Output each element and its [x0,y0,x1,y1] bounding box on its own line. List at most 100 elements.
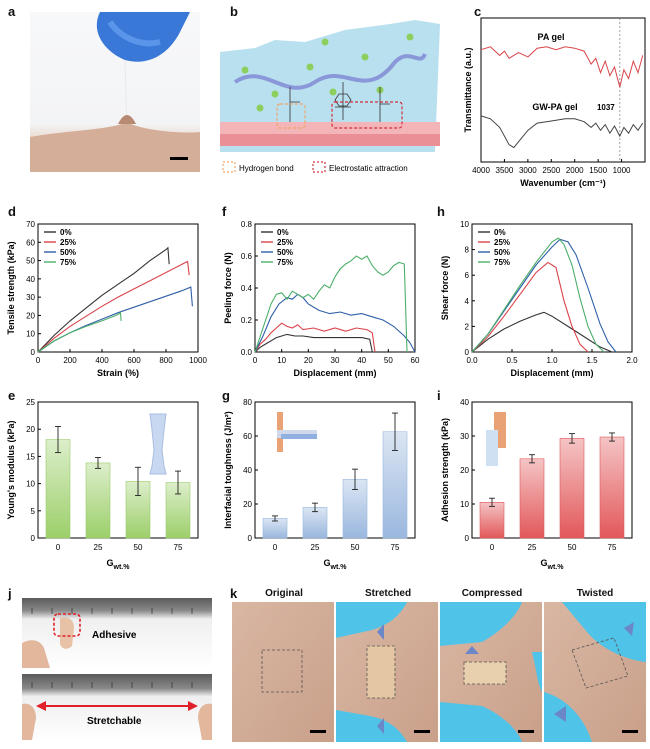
x-axis-label-g: Gwt.% [324,558,348,571]
x-tick-label-f-1: 10 [277,356,286,365]
panel-label-j: j [8,586,12,601]
x-tick-label-h-4: 2.0 [626,356,638,365]
panel-label-k: k [230,586,238,601]
photo-j-top-drawing: Adhesive [22,608,193,668]
x-tick-label-f-5: 50 [384,356,393,365]
series-line-f-3 [254,255,408,353]
x-axis-label-h: Displacement (mm) [510,368,593,378]
x-tick-label-c-2: 3000 [519,166,537,175]
x-tick-label-i-0: 0 [490,543,495,552]
y-tick-label-d-3: 30 [26,293,35,302]
series-line-f-1 [254,322,376,353]
legend-label-d-2: 50% [60,248,76,257]
y-tick-label-f-3: 0.6 [241,252,253,261]
legend-label-f-2: 50% [277,248,293,257]
y-axis-label-g: Interfacial toughness (J/m²) [223,411,233,529]
chart-e-youngs-modulus: 0 25 50 75 0 5 10 15 20 25 Gwt.% Young's modulus (k… [6,398,199,571]
scale-bar-a [170,157,188,160]
y-tick-label-d-0: 0 [31,348,36,357]
photo-k-label-compressed: Compressed [461,588,523,599]
y-tick-label-d-1: 10 [26,330,35,339]
chart-c-ftir: 4000 3500 3000 2500 2000 1500 1000 PA gel GW-PA … [463,17,646,188]
y-tick-label-h-2: 4 [465,297,470,306]
y-tick-label-e-2: 10 [26,480,35,489]
x-tick-label-i-1: 25 [528,543,537,552]
x-tick-label-h-2: 1.0 [546,356,558,365]
legend-electrostatic: Electrostatic attraction [329,164,408,173]
photo-k-label-twisted: Twisted [576,588,614,599]
y-tick-label-e-5: 25 [26,398,35,407]
photo-k-deformation-series: Original Stretched Compressed Twisted [232,588,646,744]
annotation-1037: 1037 [597,103,615,112]
photo-k-drawing [232,602,646,742]
photo-k-label-original: Original [265,588,303,599]
y-axis-label-e: Young's modulus (kPa) [6,421,16,520]
peel-film-icon [281,434,317,439]
scale-bar-k3 [518,730,534,733]
legend-hbond: Hydrogen bond [239,164,294,173]
series-line-f-0 [254,333,373,353]
x-tick-label-i-3: 75 [608,543,617,552]
panel-label-i: i [437,388,441,403]
lap-gel-icon [486,430,498,466]
y-tick-label-h-0: 0 [465,348,470,357]
scale-bar-k2 [414,730,430,733]
panel-label-b: b [230,4,238,19]
series-line-c-1 [480,115,644,149]
series-line-c-0 [480,46,644,88]
bar-i-3 [599,436,625,539]
chart-c-frame [480,17,646,163]
series-line-d-1 [37,260,190,353]
x-axis-label-c: Wavenumber (cm⁻¹) [520,178,605,188]
series-line-h-0 [471,311,613,353]
series-line-d-3 [37,311,122,353]
annotation-pa-gel: PA gel [537,32,564,42]
x-tick-label-h-1: 0.5 [506,356,518,365]
y-tick-label-g-1: 20 [243,500,252,509]
bar-e-1 [85,462,111,539]
photo-j-stretchable: Stretchable [22,674,212,740]
y-axis-label-d: Tensile strength (kPa) [6,241,16,334]
panel-label-f: f [222,204,227,219]
chart-d-frame [37,223,199,353]
panel-label-a: a [8,4,16,19]
x-tick-label-f-3: 30 [331,356,340,365]
photo-a-drawing [30,12,200,172]
legend-label-f-0: 0% [277,228,289,237]
panel-label-d: d [8,204,16,219]
photo-j-adhesive: Adhesive [22,598,212,668]
y-tick-label-f-4: 0.8 [241,220,253,229]
legend-label-d-0: 0% [60,228,72,237]
legend-label-h-2: 50% [494,248,510,257]
y-tick-label-d-2: 20 [26,311,35,320]
panel-label-g: g [222,388,230,403]
x-tick-label-e-1: 25 [94,543,103,552]
x-axis-label-d: Strain (%) [97,368,139,378]
chart-d-tensile: 0 200 400 600 800 1000 0 10 20 30 40 50 60 70 0%25%50%… [6,220,207,378]
x-tick-label-c-3: 2500 [542,166,560,175]
x-tick-label-e-3: 75 [174,543,183,552]
stretchable-label: Stretchable [87,716,142,727]
y-tick-label-g-0: 0 [248,534,253,543]
legend-label-h-3: 75% [494,258,510,267]
x-tick-label-g-1: 25 [311,543,320,552]
y-tick-label-f-1: 0.2 [241,316,253,325]
annotation-gw-pa-gel: GW-PA gel [532,102,577,112]
y-tick-label-h-5: 10 [460,220,469,229]
y-tick-label-g-4: 80 [243,398,252,407]
legend-label-f-3: 75% [277,258,293,267]
chart-f-peeling: 0 10 20 30 40 50 60 0.0 0.2 0.4 0.6 0.8 0%25%50%75% D… [223,220,420,378]
x-tick-label-g-2: 50 [351,543,360,552]
series-line-h-1 [471,261,589,353]
y-tick-label-e-1: 5 [31,507,36,516]
legend-label-h-1: 25% [494,238,510,247]
x-axis-label-f: Displacement (mm) [293,368,376,378]
x-tick-label-f-0: 0 [253,356,258,365]
bar-i-1 [519,458,545,539]
y-tick-label-i-1: 10 [460,500,469,509]
y-axis-label-c: Transmittance (a.u.) [463,47,473,132]
x-tick-label-f-2: 20 [304,356,313,365]
x-tick-label-h-0: 0.0 [466,356,478,365]
panel-label-c: c [474,4,482,19]
legend-label-f-1: 25% [277,238,293,247]
